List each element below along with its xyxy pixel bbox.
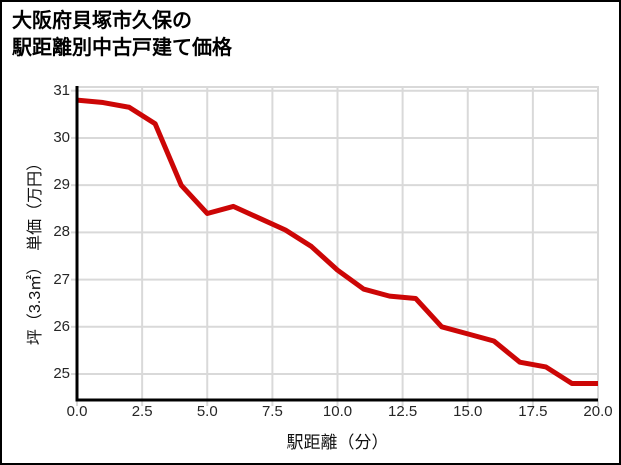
y-tick-label: 29 <box>53 176 70 194</box>
x-tick-label: 17.5 <box>518 403 548 420</box>
x-tick-label: 5.0 <box>196 403 218 420</box>
x-tick-label: 7.5 <box>261 403 283 420</box>
x-tick-label: 2.5 <box>131 403 153 420</box>
chart-title: 大阪府貝塚市久保の 駅距離別中古戸建て価格 <box>12 8 232 62</box>
price-line <box>76 97 598 386</box>
y-tick-label: 31 <box>53 81 70 99</box>
y-tick-label: 27 <box>53 270 70 288</box>
x-tick-label: 0.0 <box>66 403 88 420</box>
x-tick-label: 20.0 <box>583 403 613 420</box>
chart-title-line1: 大阪府貝塚市久保の <box>12 10 192 32</box>
plot-canvas <box>71 86 599 406</box>
x-tick-label: 10.0 <box>322 403 353 420</box>
y-tick-label: 30 <box>53 128 70 146</box>
plot-area <box>71 86 599 406</box>
y-tick-label: 28 <box>53 223 70 241</box>
x-tick-label: 15.0 <box>453 403 483 420</box>
x-axis-label: 駅距離（分） <box>286 433 389 452</box>
x-tick-label: 12.5 <box>388 403 418 420</box>
chart-title-line2: 駅距離別中古戸建て価格 <box>12 37 232 59</box>
y-tick-label: 26 <box>53 317 70 335</box>
y-tick-label: 25 <box>53 365 70 383</box>
